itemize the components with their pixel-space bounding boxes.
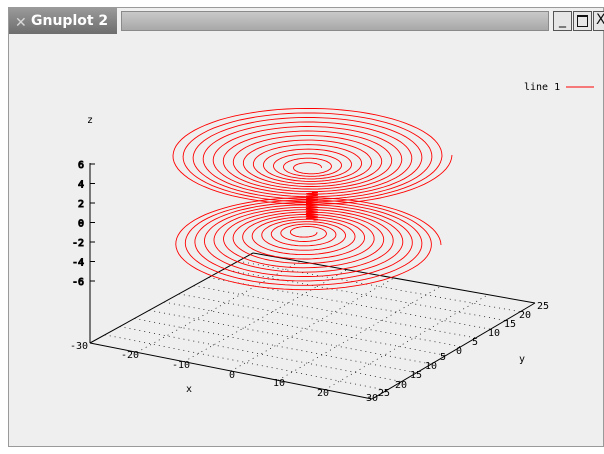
y-axis-label: y (519, 354, 525, 365)
close-button[interactable]: X (593, 11, 604, 31)
z-tick-label: -6 (72, 277, 84, 288)
title-bar[interactable]: ✕ Gnuplot 2 _ X (9, 8, 604, 34)
z-tick-label: 4 (78, 180, 84, 191)
title-bar-fill[interactable] (121, 11, 549, 31)
x-axis-line (89, 342, 373, 400)
series-line-1-upper (172, 107, 453, 205)
y-tick-label: 15 (410, 370, 422, 381)
grid-line (104, 334, 387, 391)
grid-line (178, 293, 461, 347)
z-tick-label: 0 (78, 219, 84, 230)
back-left-edge (89, 252, 254, 344)
legend-label: line 1 (524, 82, 560, 93)
y-tick-label: 5 (472, 337, 478, 348)
grid-line (324, 294, 489, 390)
z-tick-label: 6 (78, 160, 84, 171)
y-tick-label: 25 (537, 301, 549, 312)
series-line-1-core (305, 191, 321, 221)
z-tick-label: -2 (72, 238, 84, 249)
x-tick-label: -10 (172, 360, 190, 371)
maximize-icon (577, 15, 588, 27)
y-tick-label: 15 (504, 319, 516, 330)
base-frame (89, 163, 536, 400)
grid-line (119, 326, 402, 382)
y-tick-label: 30 (366, 393, 378, 404)
back-right-edge (252, 252, 536, 304)
z-tick-label: 2 (78, 199, 84, 210)
grid-line (183, 269, 348, 362)
minimize-button[interactable]: _ (553, 11, 572, 31)
gnuplot-window: ✕ Gnuplot 2 _ X (8, 7, 604, 447)
grid-line (193, 285, 476, 339)
x-tick-label: 0 (229, 370, 235, 381)
x-tick-label: -30 (70, 341, 88, 352)
y-tick-label: 0 (456, 346, 462, 357)
y-tick-label: 20 (395, 380, 407, 391)
grid-line (223, 269, 506, 321)
y-tick-label: 25 (378, 388, 390, 399)
z-tick-label: -4 (72, 258, 84, 269)
x-ticks: -30 -20 -10 0 10 20 (70, 341, 329, 399)
window-title: Gnuplot 2 (31, 13, 109, 29)
y-tick-label: 10 (488, 328, 500, 339)
y-tick-label: 5 (440, 352, 446, 363)
z-axis-label: z (87, 115, 93, 126)
maximize-button[interactable] (573, 11, 592, 31)
x-axis-label: x (186, 384, 192, 395)
x-tick-label: -20 (121, 350, 139, 361)
x-app-icon[interactable]: ✕ (15, 15, 27, 31)
y-tick-label: 20 (519, 310, 531, 321)
grid-line (230, 277, 395, 372)
x-tick-label: 10 (273, 378, 285, 389)
grid-line (136, 261, 301, 353)
y-tick-label: 10 (425, 361, 437, 372)
x-tick-label: 20 (317, 388, 329, 399)
z-ticks: 6 4 2 0 -2 -4 -6 (71, 160, 95, 289)
window-title-tab[interactable]: ✕ Gnuplot 2 (9, 8, 117, 34)
grid-line (149, 309, 432, 365)
y-axis-line (371, 302, 536, 400)
series-line-1-lower (175, 197, 442, 291)
grid-line (277, 286, 442, 381)
